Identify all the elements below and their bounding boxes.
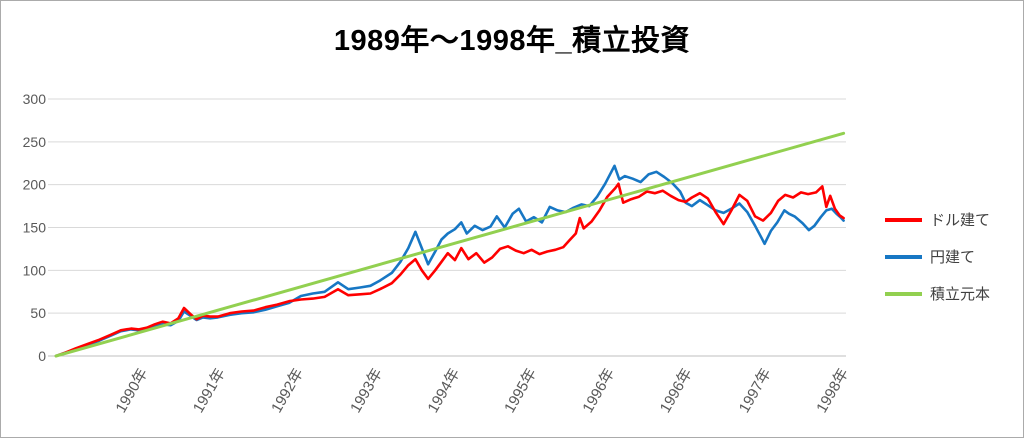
x-axis-tick-label: 1996年 xyxy=(657,366,696,416)
x-axis-tick-label: 1997年 xyxy=(736,366,775,416)
y-axis-tick-label: 50 xyxy=(30,305,46,321)
legend-swatch xyxy=(885,291,922,296)
legend-swatch xyxy=(885,217,922,222)
x-axis-tick-label: 1998年 xyxy=(813,366,852,416)
x-axis-tick-label: 1993年 xyxy=(347,366,386,416)
legend: ドル建て 円建て 積立元本 xyxy=(885,201,990,312)
x-axis-tick-label: 1992年 xyxy=(268,366,307,416)
x-axis-tick-label: 1995年 xyxy=(501,366,540,416)
series-line-ドル建て xyxy=(54,182,845,358)
x-axis-tick-label: 1990年 xyxy=(112,366,151,416)
x-axis-tick-label: 1996年 xyxy=(579,366,618,416)
y-axis-tick-label: 0 xyxy=(38,348,46,364)
chart-title: 1989年～1998年_積立投資 xyxy=(333,25,691,57)
series-line-円建て xyxy=(54,164,845,358)
x-axis-tick-label: 1994年 xyxy=(425,366,464,416)
y-axis-tick-label: 100 xyxy=(23,262,47,278)
legend-swatch xyxy=(885,254,922,259)
series-line-積立元本 xyxy=(54,131,846,358)
y-axis-tick-label: 150 xyxy=(23,220,47,236)
legend-item: 積立元本 xyxy=(885,275,990,312)
legend-item: 円建て xyxy=(885,238,990,275)
legend-label: ドル建て xyxy=(930,212,991,229)
legend-item: ドル建て xyxy=(885,201,990,238)
legend-label: 積立元本 xyxy=(930,286,991,303)
y-axis-tick-label: 250 xyxy=(23,134,47,150)
y-axis-tick-label: 200 xyxy=(23,177,47,193)
legend-label: 円建て xyxy=(930,249,976,266)
x-axis-tick-label: 1991年 xyxy=(190,366,229,416)
y-axis-tick-label: 300 xyxy=(23,91,47,107)
